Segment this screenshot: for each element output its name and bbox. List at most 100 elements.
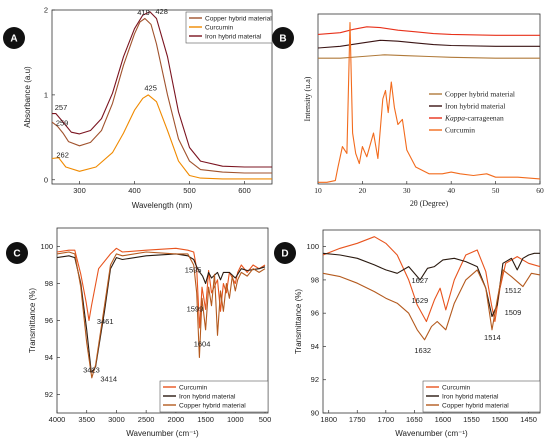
legend-entry: Curcumin [179, 385, 208, 392]
x-tick-label: 40 [447, 186, 455, 195]
legend: Copper hybrid material Iron hybrid materi… [429, 90, 515, 135]
series-line-iron-hybrid-material [52, 11, 272, 168]
series-line-curcumin [52, 94, 272, 180]
peak-label: 1509 [505, 308, 522, 317]
x-tick-label: 60 [536, 186, 544, 195]
x-tick-label: 2000 [168, 415, 185, 424]
peak-label: 1627 [412, 276, 429, 285]
y-tick-label: 92 [311, 375, 319, 384]
series-line-copper-hybrid-material [318, 54, 540, 59]
peak-label: 257 [55, 103, 68, 112]
series-group [57, 247, 266, 379]
panel-badge [272, 27, 294, 49]
legend: Curcumin Iron hybrid material Copper hybri… [163, 385, 246, 410]
x-tick-label: 1000 [227, 415, 244, 424]
x-tick-label: 4000 [49, 415, 66, 424]
legend-entry: Iron hybrid material [442, 394, 499, 401]
panel-badge-label: C [13, 249, 20, 260]
x-axis-label: Wavenumber (cm⁻¹) [395, 429, 468, 438]
legend-entry: Kappa-carrageenan [444, 114, 504, 123]
x-tick-label: 500 [183, 186, 196, 195]
series-line-iron-hybrid-material [57, 253, 266, 373]
panel-d: 1800 1750 1700 1650 1600 1550 1500 1450 90 92 94 96… [294, 229, 541, 438]
x-tick-label: 30 [403, 186, 411, 195]
series-line-copper-hybrid-material [57, 251, 266, 379]
y-tick-label: 94 [45, 353, 53, 362]
peak-label: 1514 [484, 333, 501, 342]
peak-label: 425 [144, 84, 157, 93]
x-tick-label: 1550 [463, 415, 480, 424]
y-tick-label: 96 [311, 309, 319, 318]
y-axis-label: Transmittance (%) [294, 289, 303, 354]
peak-label: 428 [155, 7, 168, 16]
series-line-curcumin [318, 21, 540, 183]
series-group [323, 236, 540, 341]
x-axis-label: 2θ (Degree) [410, 199, 449, 208]
x-tick-label: 3500 [78, 415, 95, 424]
y-axis-label: Transmittance (%) [28, 288, 37, 353]
x-tick-label: 1650 [406, 415, 423, 424]
peak-label: 262 [56, 151, 69, 160]
y-tick-label: 96 [45, 316, 53, 325]
legend-entry: Copper hybrid material [205, 16, 272, 23]
x-tick-label: 1800 [320, 415, 337, 424]
peak-label: 1595 [185, 265, 202, 274]
peak-label: 259 [56, 118, 69, 127]
peak-label: 1629 [412, 296, 429, 305]
legend-entry-rest: -carrageenan [465, 114, 504, 123]
x-tick-label: 2500 [138, 415, 155, 424]
y-tick-label: 90 [311, 409, 319, 418]
x-tick-label: 1500 [492, 415, 509, 424]
peak-label: 3461 [97, 317, 114, 326]
y-tick-label: 0 [44, 175, 48, 184]
series-group [52, 11, 272, 180]
peak-label: 1599 [187, 304, 204, 313]
plot-frame [317, 13, 541, 185]
panel-badge-label: B [279, 34, 286, 45]
series-group [318, 21, 540, 183]
y-tick-label: 100 [40, 242, 53, 251]
legend-entry: Iron hybrid material [445, 102, 505, 111]
legend-entry: Copper hybrid material [445, 90, 515, 99]
y-tick-label: 98 [45, 279, 53, 288]
x-tick-label: 20 [359, 186, 367, 195]
x-tick-label: 500 [259, 415, 272, 424]
legend-entry: Iron hybrid material [179, 394, 236, 401]
legend-entry: Copper hybrid material [442, 403, 509, 410]
y-tick-label: 1 [44, 90, 48, 99]
x-axis-label: Wavenumber (cm⁻¹) [126, 429, 199, 438]
x-tick-label: 1600 [435, 415, 452, 424]
panel-a: 300 400 500 600 0 1 2 Wavelength (nm) Absorbance… [23, 6, 273, 210]
peak-label: 1604 [194, 339, 211, 348]
peak-label: 1512 [505, 286, 522, 295]
plot-frame [322, 229, 541, 414]
series-line-kappa-carrageenan [318, 26, 540, 36]
legend-entry: Copper hybrid material [179, 403, 246, 410]
x-tick-label: 400 [128, 186, 141, 195]
y-tick-label: 92 [45, 390, 53, 399]
panel-badge-label: D [281, 249, 288, 260]
x-tick-label: 1750 [349, 415, 366, 424]
legend-box [159, 380, 269, 413]
x-tick-label: 50 [492, 186, 500, 195]
y-tick-label: 94 [311, 342, 319, 351]
y-tick-label: 2 [44, 6, 48, 15]
y-axis-label: Absorbance (a.u) [23, 66, 32, 128]
y-tick-label: 100 [306, 242, 319, 251]
legend-box [422, 380, 541, 413]
panel-badge [274, 242, 296, 264]
x-axis-label: Wavelength (nm) [132, 201, 193, 210]
peak-label: 419 [137, 8, 150, 17]
legend-entry: Curcumin [445, 126, 475, 135]
peak-label: 3423 [83, 365, 100, 374]
y-tick-label: 98 [311, 275, 319, 284]
peak-label: 1632 [414, 346, 431, 355]
plot-frame [51, 9, 273, 185]
x-tick-label: 1500 [197, 415, 214, 424]
x-tick-label: 600 [238, 186, 251, 195]
x-tick-label: 1700 [377, 415, 394, 424]
x-tick-label: 3000 [108, 415, 125, 424]
legend: Copper hybrid material Curcumin Iron hybri… [189, 16, 272, 41]
legend-entry: Curcumin [205, 25, 234, 32]
